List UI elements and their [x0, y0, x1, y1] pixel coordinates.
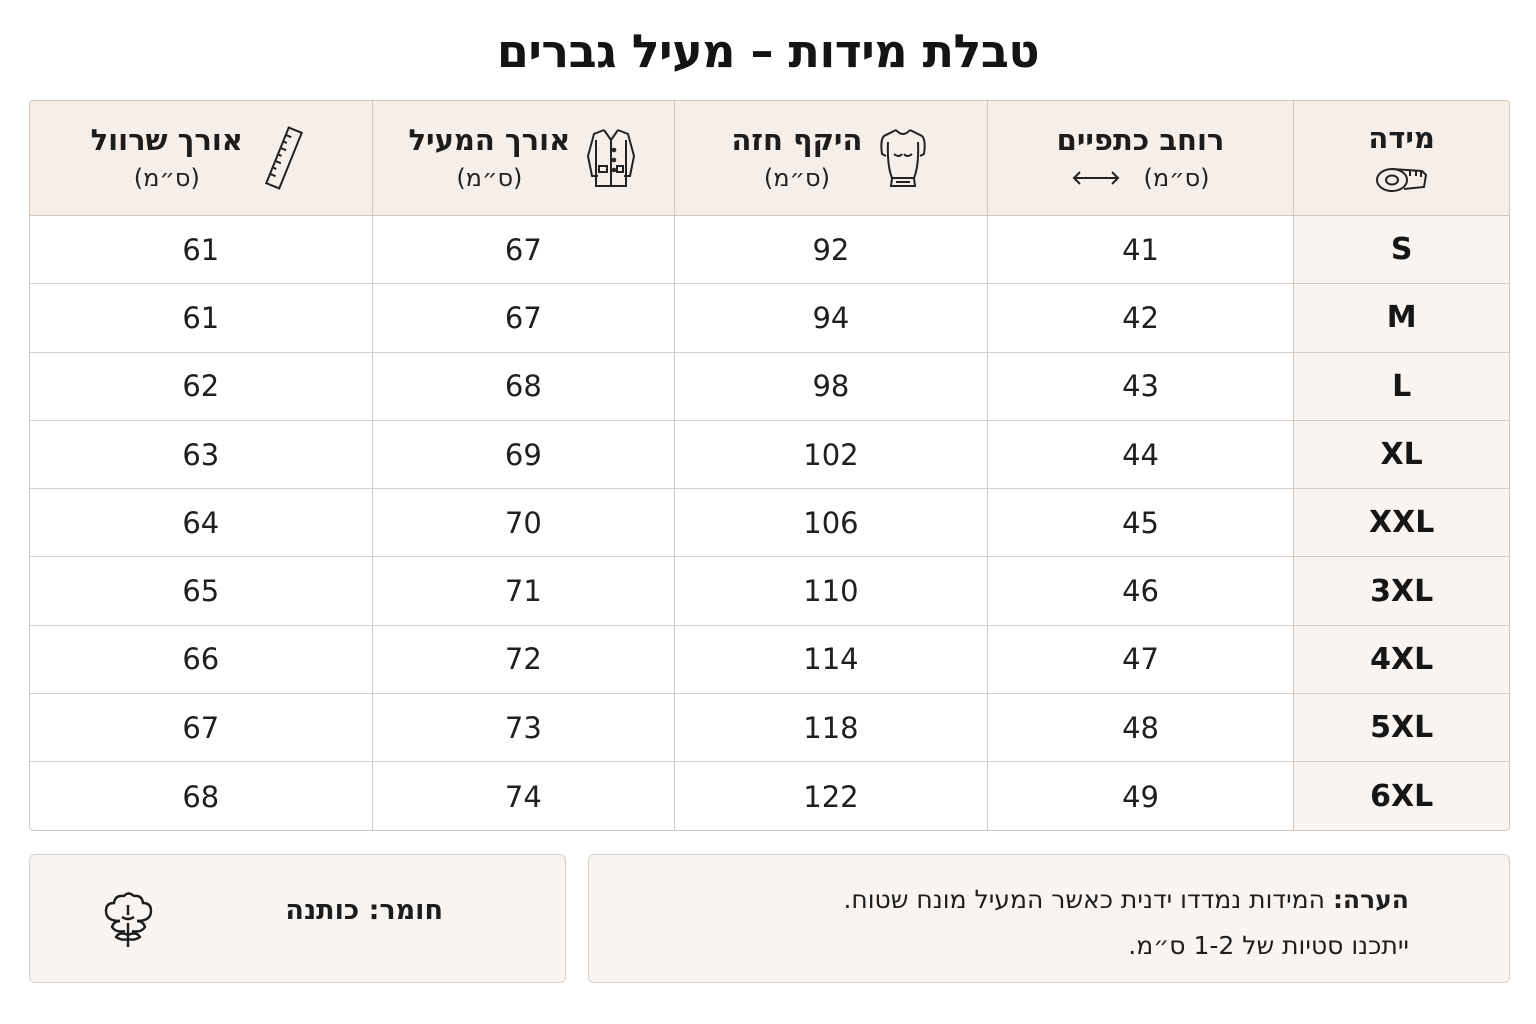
size-cell: XXL — [1368, 505, 1435, 541]
coat-icon — [584, 126, 638, 190]
chest-cell: 106 — [803, 505, 859, 540]
header-length: אורך המעיל (ס״מ) — [371, 101, 675, 215]
sleeve-cell: 63 — [182, 437, 220, 472]
chest-cell: 122 — [803, 779, 859, 814]
page-title: טבלת מידות – מעיל גברים — [496, 24, 1040, 78]
note-line-1: הערה: המידות נמדדו ידנית כאשר המעיל מונח… — [629, 877, 1409, 923]
sleeve-cell: 64 — [182, 505, 220, 540]
header-chest-unit: (ס״מ) — [763, 164, 830, 192]
sleeve-cell: 61 — [182, 300, 220, 335]
table-header-row: מידה רוחב כתפיים (ס״מ) — [30, 101, 1509, 216]
header-chest: היקף חזה (ס״מ) — [674, 101, 987, 215]
chest-cell: 92 — [812, 232, 850, 267]
length-cell: 67 — [504, 232, 542, 267]
cotton-icon — [98, 891, 158, 951]
table-row: M 42 94 67 61 — [30, 284, 1509, 353]
size-cell: 6XL — [1370, 779, 1434, 815]
table-row: S 41 92 67 61 — [30, 216, 1509, 285]
shoulder-cell: 45 — [1122, 505, 1159, 540]
header-shoulder-unit: (ס״מ) — [1143, 164, 1210, 192]
torso-icon — [876, 126, 930, 190]
sleeve-cell: 61 — [182, 232, 220, 267]
chest-cell: 110 — [803, 574, 859, 609]
shoulder-cell: 41 — [1122, 232, 1159, 267]
size-cell: 3XL — [1370, 573, 1434, 609]
length-cell: 67 — [504, 300, 542, 335]
header-sleeve: אורך שרוול (ס״מ) — [30, 101, 372, 215]
header-sleeve-label: אורך שרוול — [90, 123, 243, 157]
material-label: חומר: כותנה — [285, 895, 443, 926]
table-row: L 43 98 68 62 — [30, 352, 1509, 421]
header-length-label: אורך המעיל — [408, 123, 571, 157]
double-arrow-icon — [1071, 166, 1121, 190]
length-cell: 69 — [504, 437, 542, 472]
material-box: חומר: כותנה — [29, 854, 566, 983]
header-shoulder: רוחב כתפיים (ס״מ) — [986, 101, 1294, 215]
sleeve-cell: 66 — [182, 642, 220, 677]
length-cell: 70 — [504, 505, 542, 540]
size-cell: XL — [1380, 437, 1423, 473]
note-label: הערה: — [1332, 885, 1409, 914]
table-row: XL 44 102 69 63 — [30, 420, 1509, 490]
shoulder-cell: 44 — [1122, 437, 1159, 472]
chest-cell: 114 — [803, 642, 859, 677]
table-row: 5XL 48 118 73 67 — [30, 694, 1509, 763]
chest-cell: 98 — [812, 369, 850, 404]
header-chest-label: היקף חזה — [731, 123, 863, 157]
header-size-label: מידה — [1368, 121, 1435, 155]
size-cell: 5XL — [1370, 710, 1434, 746]
length-cell: 74 — [504, 779, 542, 814]
size-cell: S — [1390, 232, 1413, 268]
header-sleeve-unit: (ס״מ) — [133, 164, 200, 192]
shoulder-cell: 46 — [1122, 574, 1159, 609]
chest-cell: 102 — [803, 437, 859, 472]
size-cell: L — [1392, 368, 1412, 404]
size-chart-table: מידה רוחב כתפיים (ס״מ) — [29, 100, 1510, 831]
size-cell: 4XL — [1370, 641, 1434, 677]
note-text-1: המידות נמדדו ידנית כאשר המעיל מונח שטוח. — [843, 885, 1325, 914]
ruler-icon — [257, 126, 311, 190]
note-text-2: ייתכנו סטיות של 1-2 ס״מ. — [1128, 931, 1409, 960]
table-row: 4XL 47 114 72 66 — [30, 625, 1509, 695]
sleeve-cell: 67 — [182, 710, 220, 745]
note-box: הערה: המידות נמדדו ידנית כאשר המעיל מונח… — [588, 854, 1510, 983]
chest-cell: 118 — [803, 710, 859, 745]
header-length-unit: (ס״מ) — [456, 164, 523, 192]
shoulder-cell: 43 — [1122, 369, 1159, 404]
length-cell: 72 — [504, 642, 542, 677]
sleeve-cell: 68 — [182, 779, 220, 814]
table-row: 3XL 46 110 71 65 — [30, 557, 1509, 626]
size-cell: M — [1386, 300, 1417, 336]
header-size: מידה — [1293, 101, 1509, 215]
shoulder-cell: 49 — [1122, 779, 1159, 814]
sleeve-cell: 65 — [182, 574, 220, 609]
table-row: XXL 45 106 70 64 — [30, 489, 1509, 558]
table-row: 6XL 49 122 74 68 — [30, 762, 1509, 830]
length-cell: 71 — [504, 574, 542, 609]
header-shoulder-label: רוחב כתפיים — [1056, 123, 1225, 157]
shoulder-cell: 47 — [1122, 642, 1159, 677]
shoulder-cell: 42 — [1122, 300, 1159, 335]
chest-cell: 94 — [812, 300, 850, 335]
length-cell: 68 — [504, 369, 542, 404]
sleeve-cell: 62 — [182, 369, 220, 404]
shoulder-cell: 48 — [1122, 710, 1159, 745]
length-cell: 73 — [504, 710, 542, 745]
tape-measure-icon — [1374, 162, 1430, 198]
table-body: S 41 92 67 61 M 42 94 67 61 L 43 98 68 6… — [30, 216, 1509, 830]
